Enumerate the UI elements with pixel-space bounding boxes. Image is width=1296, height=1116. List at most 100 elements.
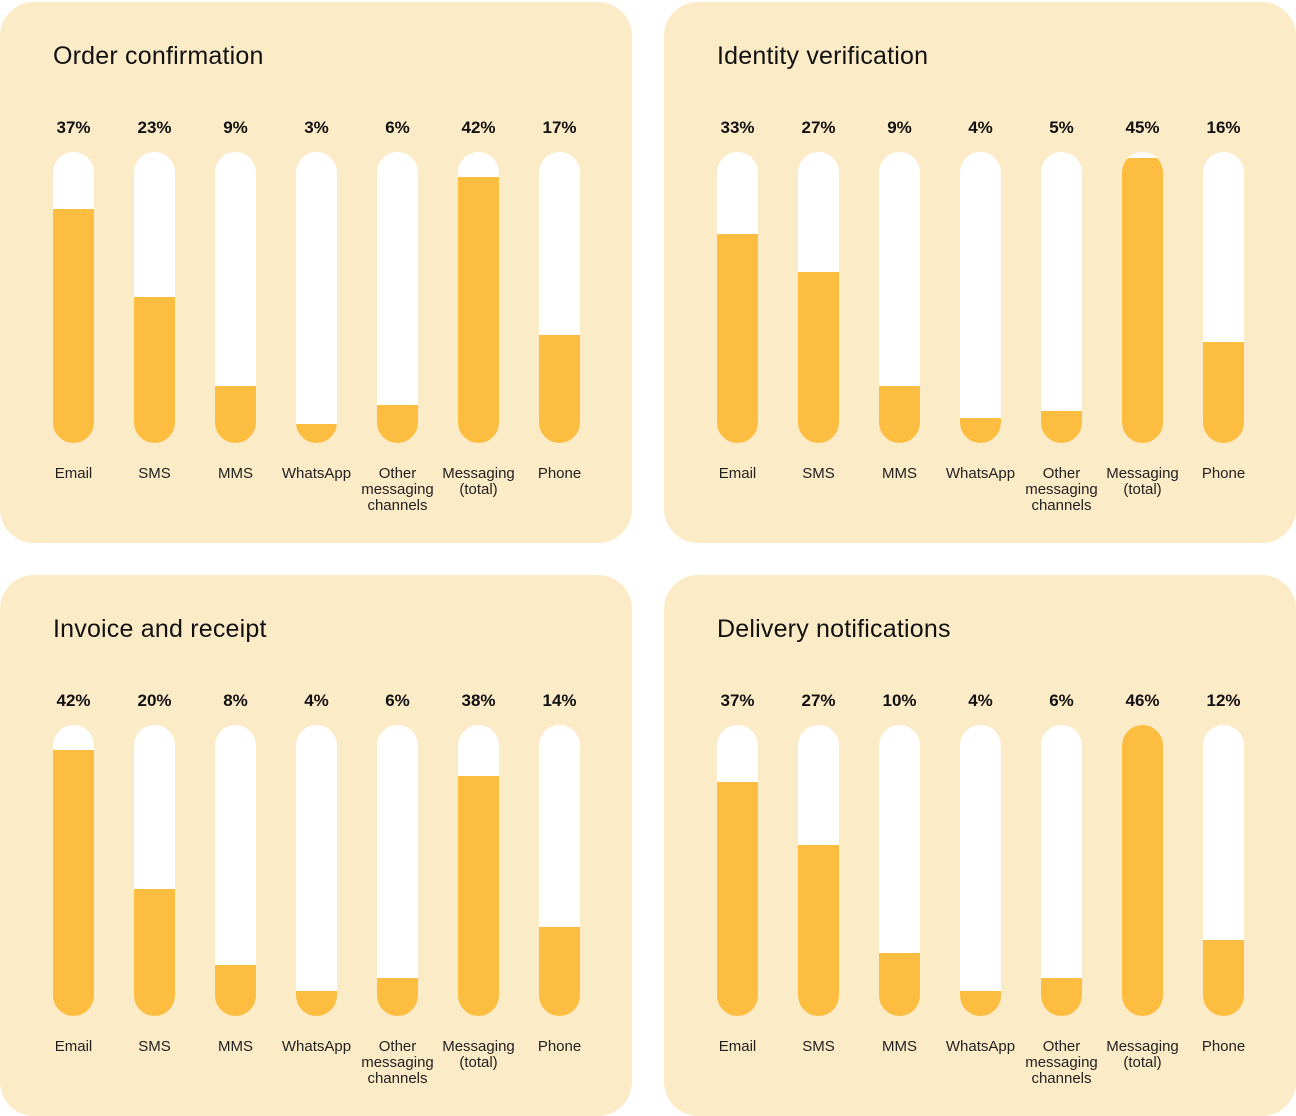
- data-label: 3%: [304, 118, 329, 137]
- data-label: 10%: [882, 691, 917, 710]
- category-label: Messaging (total): [442, 465, 515, 498]
- data-label: 16%: [1206, 118, 1241, 137]
- bar-track: [879, 725, 920, 1016]
- bar-track: [377, 725, 418, 1016]
- category-label: Email: [54, 1038, 93, 1055]
- category-label: WhatsApp: [945, 1038, 1016, 1055]
- data-label: 8%: [223, 691, 248, 710]
- bar-column: 8% MMS: [195, 575, 276, 1116]
- bar: [296, 991, 337, 1016]
- bar-column: 6% Other messaging channels: [357, 575, 438, 1116]
- data-label: 4%: [304, 691, 329, 710]
- category-label: WhatsApp: [281, 1038, 352, 1055]
- bar-track: [717, 725, 758, 1016]
- bar: [539, 927, 580, 1016]
- chart-title: Delivery notifications: [717, 615, 951, 643]
- data-label: 4%: [968, 691, 993, 710]
- category-label: SMS: [138, 1038, 171, 1055]
- category-label: Messaging (total): [1106, 1038, 1179, 1071]
- bar-track: [798, 152, 839, 443]
- bar-track: [1041, 152, 1082, 443]
- category-label: Phone: [537, 1038, 582, 1055]
- bar-column: 20% SMS: [114, 575, 195, 1116]
- chart-panel-order-confirmation: Order confirmation 37% Email 23% SMS 9% MMS 3%…: [0, 2, 632, 543]
- bar: [879, 953, 920, 1016]
- bar-column: 4% WhatsApp: [940, 575, 1021, 1116]
- data-label: 5%: [1049, 118, 1074, 137]
- category-label: Email: [54, 465, 93, 482]
- data-label: 23%: [137, 118, 172, 137]
- bar: [539, 335, 580, 443]
- bar: [458, 177, 499, 443]
- chart-title: Order confirmation: [53, 42, 264, 70]
- bar-column: 46% Messaging (total): [1102, 575, 1183, 1116]
- bar-track: [215, 152, 256, 443]
- bar-track: [1122, 152, 1163, 443]
- chart-panel-invoice-and-receipt: Invoice and receipt 42% Email 20% SMS 8% MMS 4…: [0, 575, 632, 1116]
- bar-column: 6% Other messaging channels: [1021, 575, 1102, 1116]
- bar-track: [539, 725, 580, 1016]
- bar: [1122, 725, 1163, 1016]
- data-label: 17%: [542, 118, 577, 137]
- bar-column: 5% Other messaging channels: [1021, 2, 1102, 543]
- bar: [296, 424, 337, 443]
- bar-track: [53, 725, 94, 1016]
- category-label: Messaging (total): [442, 1038, 515, 1071]
- bar-track: [458, 152, 499, 443]
- bar: [377, 978, 418, 1016]
- data-label: 45%: [1125, 118, 1160, 137]
- bar: [53, 750, 94, 1016]
- data-label: 4%: [968, 118, 993, 137]
- data-label: 37%: [56, 118, 91, 137]
- category-label: Messaging (total): [1106, 465, 1179, 498]
- bar-track: [798, 725, 839, 1016]
- bar-column: 27% SMS: [778, 2, 859, 543]
- data-label: 6%: [385, 691, 410, 710]
- bar: [960, 991, 1001, 1016]
- data-label: 9%: [887, 118, 912, 137]
- category-label: Email: [718, 1038, 757, 1055]
- bar: [1041, 411, 1082, 443]
- bar-track: [1203, 725, 1244, 1016]
- chart-title: Identity verification: [717, 42, 929, 70]
- category-label: Phone: [1201, 465, 1246, 482]
- bar-column: 9% MMS: [195, 2, 276, 543]
- bar: [717, 234, 758, 443]
- data-label: 27%: [801, 118, 836, 137]
- chart-panel-delivery-notifications: Delivery notifications 37% Email 27% SMS 10%…: [664, 575, 1296, 1116]
- category-label: MMS: [882, 1038, 917, 1055]
- data-label: 14%: [542, 691, 577, 710]
- category-label: SMS: [138, 465, 171, 482]
- category-label: Phone: [537, 465, 582, 482]
- category-label: Other messaging channels: [1025, 465, 1098, 514]
- bar-track: [53, 152, 94, 443]
- bar-column: 12% Phone: [1183, 575, 1264, 1116]
- bar: [215, 386, 256, 443]
- category-label: Phone: [1201, 1038, 1246, 1055]
- bar: [1041, 978, 1082, 1016]
- bar-track: [879, 152, 920, 443]
- data-label: 12%: [1206, 691, 1241, 710]
- bar-track: [1203, 152, 1244, 443]
- bar-column: 9% MMS: [859, 2, 940, 543]
- bar-track: [215, 725, 256, 1016]
- bar: [134, 297, 175, 443]
- bar-column: 23% SMS: [114, 2, 195, 543]
- bar-column: 3% WhatsApp: [276, 2, 357, 543]
- category-label: MMS: [882, 465, 917, 482]
- data-label: 38%: [461, 691, 496, 710]
- bar: [1203, 940, 1244, 1016]
- bar: [798, 272, 839, 443]
- bar-column: 42% Messaging (total): [438, 2, 519, 543]
- bar-column: 4% WhatsApp: [940, 2, 1021, 543]
- bar-track: [1122, 725, 1163, 1016]
- category-label: MMS: [218, 1038, 253, 1055]
- category-label: SMS: [802, 465, 835, 482]
- category-label: SMS: [802, 1038, 835, 1055]
- bar: [1203, 342, 1244, 443]
- data-label: 37%: [720, 691, 755, 710]
- bar-track: [960, 152, 1001, 443]
- bar: [879, 386, 920, 443]
- data-label: 33%: [720, 118, 755, 137]
- bar-track: [134, 725, 175, 1016]
